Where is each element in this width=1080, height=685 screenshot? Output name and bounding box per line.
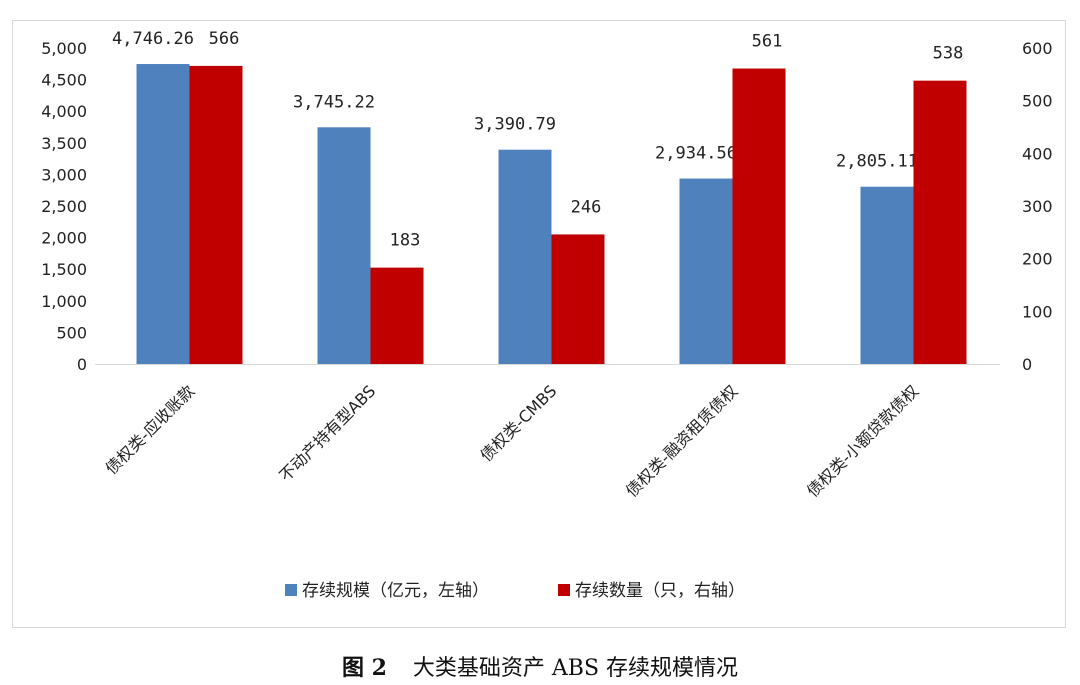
category-label: 债权类-CMBS <box>476 381 560 465</box>
y-left-tick-label: 4,500 <box>41 71 87 90</box>
figure-caption: 图 2 大类基础资产 ABS 存续规模情况 <box>0 650 1080 682</box>
figure-number: 图 2 <box>341 655 387 681</box>
bar-scale <box>679 178 733 364</box>
bar-scale <box>498 149 552 364</box>
figure-title: 大类基础资产 ABS 存续规模情况 <box>412 656 739 681</box>
legend-label-count: 存续数量（只，右轴） <box>575 581 745 601</box>
data-label-scale: 3,390.79 <box>474 115 556 135</box>
bar-count <box>551 234 605 364</box>
y-left-tick-label: 3,500 <box>41 134 87 153</box>
y-left-tick-label: 5,000 <box>41 39 87 58</box>
y-right-tick-label: 400 <box>1022 144 1053 163</box>
data-label-scale: 2,805.11 <box>836 152 918 172</box>
bar-count <box>913 80 967 365</box>
data-label-scale: 3,745.22 <box>293 92 375 112</box>
bar-scale <box>317 127 371 364</box>
bar-count <box>189 65 243 364</box>
bar-scale <box>136 64 190 364</box>
y-right-tick-label: 200 <box>1022 250 1053 269</box>
data-label-count: 183 <box>390 231 421 251</box>
data-label-count: 246 <box>571 197 602 217</box>
bar-scale <box>860 186 914 364</box>
category-label: 债权类-融资租赁债权 <box>622 381 741 500</box>
y-left-tick-label: 2,500 <box>41 197 87 216</box>
y-right-tick-label: 500 <box>1022 92 1053 111</box>
category-label: 不动产持有型ABS <box>276 381 380 485</box>
legend-label-scale: 存续规模（亿元，左轴） <box>302 581 489 601</box>
y-left-tick-label: 2,000 <box>41 229 87 248</box>
bar-count <box>732 68 786 364</box>
data-label-count: 566 <box>209 29 240 49</box>
legend-swatch-count <box>558 584 570 596</box>
y-right-tick-label: 300 <box>1022 197 1053 216</box>
category-label: 债权类-应收账款 <box>102 381 199 478</box>
data-label-scale: 2,934.56 <box>655 144 737 164</box>
y-right-tick-label: 100 <box>1022 302 1053 321</box>
data-label-count: 561 <box>752 32 783 52</box>
y-left-tick-label: 500 <box>56 323 87 342</box>
category-label: 债权类-小额贷款债权 <box>803 381 922 500</box>
y-left-tick-label: 1,500 <box>41 260 87 279</box>
bar-chart: 0 500 1,000 1,500 2,000 2,500 3,000 3,500 4,000 4… <box>41 29 1053 601</box>
y-left-tick-label: 3,000 <box>41 165 87 184</box>
y-left-tick-label: 1,000 <box>41 292 87 311</box>
data-label-count: 538 <box>933 44 964 64</box>
y-left-tick-label: 0 <box>77 355 87 374</box>
data-label-scale: 4,746.26 <box>112 29 194 49</box>
y-left-tick-label: 4,000 <box>41 102 87 121</box>
bar-count <box>370 267 424 364</box>
y-right-tick-label: 600 <box>1022 39 1053 58</box>
legend-swatch-scale <box>285 584 297 596</box>
y-right-tick-label: 0 <box>1022 355 1032 374</box>
